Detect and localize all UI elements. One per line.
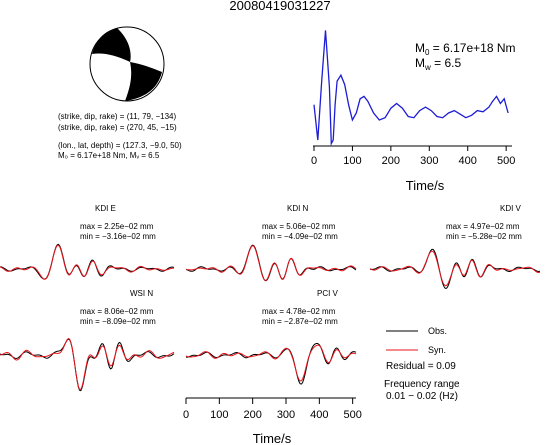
waveform-time-axis: 0 100 200 300 400 500 Time/s [183, 397, 362, 445]
stf-tick-label: 0 [311, 155, 317, 167]
stf-plot: 0 100 200 300 400 500 Time/s M0 = 6.17e+18 Nm… [311, 30, 516, 193]
synthetic-trace [185, 344, 357, 382]
observed-trace [0, 338, 175, 392]
waveform-tick-label: 500 [343, 409, 361, 421]
station-panel-wsi-n: WSI N max = 8.06e−02 mm min = −8.09e−02 … [0, 289, 175, 392]
station-max: max = 8.06e−02 mm [80, 307, 154, 316]
moment-info: M₀ = 6.17e+18 Nm, Mᵥ = 6.5 [58, 151, 160, 160]
station-max: max = 4.97e−02 mm [446, 222, 520, 231]
stf-mw-label: Mw = 6.5 [415, 56, 461, 72]
station-min: min = −4.09e−02 mm [262, 232, 338, 241]
waveform-tick-label: 200 [243, 409, 261, 421]
station-min: min = −3.16e−02 mm [80, 232, 156, 241]
frequency-range-title: Frequency range [384, 379, 460, 390]
legend-observed-label: Obs. [428, 326, 447, 336]
observed-trace [185, 244, 357, 282]
synthetic-trace [0, 337, 175, 390]
station-label: KDI E [95, 204, 116, 213]
stf-tick-label: 200 [382, 155, 400, 167]
station-min: min = −8.09e−02 mm [80, 317, 156, 326]
waveform-tick-label: 400 [310, 409, 328, 421]
synthetic-trace [369, 250, 541, 287]
observed-trace [0, 243, 175, 280]
synthetic-trace [186, 245, 357, 281]
station-max: max = 5.06e−02 mm [262, 222, 336, 231]
legend: Obs. Syn. Residual = 0.09 Frequency rang… [384, 326, 460, 402]
stf-tick-label: 400 [459, 155, 477, 167]
station-min: min = −2.87e−02 mm [262, 317, 338, 326]
station-panel-kdi-e: KDI E max = 2.25e−02 mm min = −3.16e−02 … [0, 204, 175, 280]
residual-label: Residual = 0.09 [386, 361, 456, 372]
synthetic-trace [0, 244, 175, 280]
station-max: max = 4.78e−02 mm [262, 307, 336, 316]
stf-m0-label: M0 = 6.17e+18 Nm [415, 41, 516, 57]
waveform-ticks: 0 100 200 300 400 500 [183, 398, 362, 421]
figure-title: 20080419031227 [229, 0, 330, 13]
station-min: min = −5.28e−02 mm [446, 232, 522, 241]
station-label: KDI V [500, 204, 522, 213]
stf-tick-label: 300 [420, 155, 438, 167]
station-label: KDI N [287, 204, 309, 213]
waveform-x-axis-label: Time/s [253, 431, 292, 445]
station-label: WSI N [130, 289, 153, 298]
stf-ticks: 0 100 200 300 400 500 [311, 146, 515, 167]
focal-mechanism-2: (strike, dip, rake) = (270, 45, −15) [58, 123, 177, 132]
observed-trace [185, 342, 357, 385]
observed-trace [369, 248, 541, 289]
waveform-tick-label: 100 [210, 409, 228, 421]
station-label: PCI V [317, 289, 339, 298]
stf-series-line [313, 30, 509, 147]
stf-x-axis-label: Time/s [406, 178, 445, 193]
focal-mechanism-1: (strike, dip, rake) = (11, 79, −134) [58, 112, 176, 121]
hypocenter-info: (lon., lat, depth) = (127.3, −9.0, 50) [58, 141, 182, 150]
waveform-tick-label: 300 [277, 409, 295, 421]
legend-synthetic-label: Syn. [428, 345, 446, 355]
frequency-range-value: 0.01 − 0.02 (Hz) [386, 391, 458, 402]
stf-tick-label: 500 [497, 155, 515, 167]
waveform-tick-label: 0 [183, 409, 189, 421]
station-panel-kdi-n: KDI N max = 5.06e−02 mm min = −4.09e−02 … [185, 204, 357, 282]
station-panel-pci-v: PCI V max = 4.78e−02 mm min = −2.87e−02 … [185, 289, 357, 385]
station-panel-kdi-v: KDI V max = 4.97e−02 mm min = −5.28e−02 … [369, 204, 541, 289]
station-max: max = 2.25e−02 mm [80, 222, 154, 231]
stf-tick-label: 100 [343, 155, 361, 167]
beach-ball-icon [89, 26, 165, 102]
